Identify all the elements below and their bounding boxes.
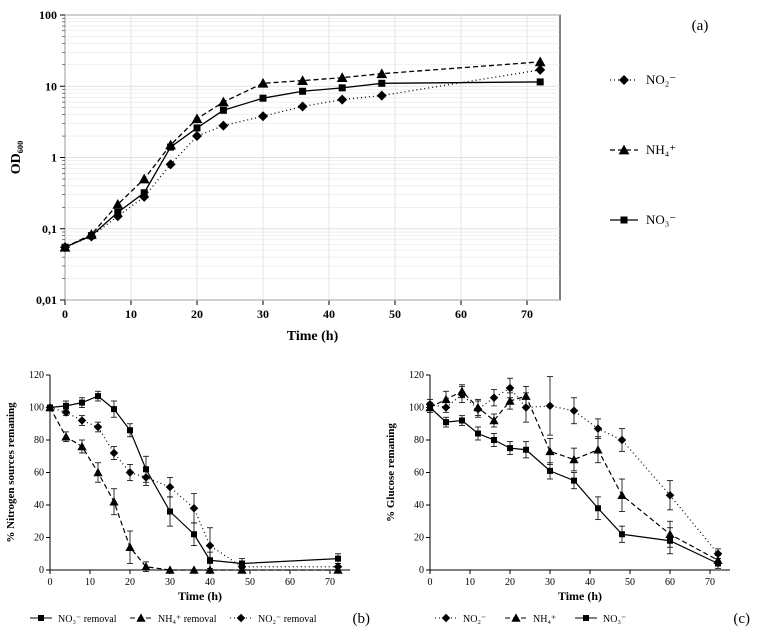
chart-c-panel: 0 10 20 30 40 50 60 70 0 20 40 60 80 100 120 % Glucose…: [380, 360, 759, 629]
svg-text:NH₄⁺: NH₄⁺: [646, 142, 676, 157]
svg-text:30: 30: [545, 577, 555, 588]
svg-text:10: 10: [85, 577, 95, 588]
svg-text:30: 30: [257, 307, 269, 321]
chart-c-xlabel: Time (h): [558, 589, 602, 603]
svg-text:NH₄⁺: NH₄⁺: [533, 614, 556, 625]
svg-text:NO₂⁻: NO₂⁻: [646, 72, 676, 87]
svg-text:100: 100: [39, 8, 57, 22]
chart-b-svg: 0 10 20 30 40 50 60 70 0 20 40 60 80 100 120 % Nitroge…: [0, 360, 380, 629]
svg-text:50: 50: [245, 577, 255, 588]
svg-text:80: 80: [414, 435, 424, 446]
svg-text:1: 1: [51, 151, 57, 165]
svg-text:60: 60: [455, 307, 467, 321]
chart-a-panel: 0 10 20 30 40 50 60 70 0,01 0,1 1 10 100 OD₆₀₀ Time …: [0, 0, 759, 360]
chart-b-ylabel: % Nitrogen sources remaning: [5, 402, 17, 543]
svg-text:60: 60: [665, 577, 675, 588]
chart-a-svg: 0 10 20 30 40 50 60 70 0,01 0,1 1 10 100 OD₆₀₀ Time …: [0, 0, 759, 360]
svg-text:30: 30: [165, 577, 175, 588]
svg-text:60: 60: [285, 577, 295, 588]
svg-text:10: 10: [465, 577, 475, 588]
svg-text:0: 0: [428, 577, 433, 588]
svg-text:10: 10: [125, 307, 137, 321]
svg-text:70: 70: [521, 307, 533, 321]
svg-text:40: 40: [414, 500, 424, 511]
svg-text:120: 120: [29, 370, 44, 381]
svg-text:40: 40: [205, 577, 215, 588]
svg-text:60: 60: [34, 468, 44, 479]
svg-text:50: 50: [389, 307, 401, 321]
svg-text:NO₂⁻: NO₂⁻: [463, 614, 486, 625]
svg-text:100: 100: [409, 403, 424, 414]
chart-b-letter: (b): [353, 611, 371, 627]
svg-text:70: 70: [705, 577, 715, 588]
chart-a-ylabel: OD₆₀₀: [9, 141, 24, 175]
svg-text:20: 20: [34, 533, 44, 544]
svg-text:20: 20: [125, 577, 135, 588]
svg-text:40: 40: [585, 577, 595, 588]
svg-text:120: 120: [409, 370, 424, 381]
chart-c-ylabel: % Glucose remaning: [385, 423, 397, 522]
svg-text:NO₂⁻ removal: NO₂⁻ removal: [258, 614, 317, 625]
svg-text:NO₃⁻: NO₃⁻: [646, 212, 676, 227]
svg-text:0: 0: [39, 565, 44, 576]
chart-a-xlabel: Time (h): [287, 329, 339, 344]
chart-c-svg: 0 10 20 30 40 50 60 70 0 20 40 60 80 100 120 % Glucose…: [380, 360, 759, 629]
svg-text:20: 20: [505, 577, 515, 588]
chart-a-letter: (a): [692, 18, 709, 34]
svg-text:40: 40: [34, 500, 44, 511]
svg-text:0: 0: [419, 565, 424, 576]
svg-text:80: 80: [34, 435, 44, 446]
svg-text:10: 10: [45, 79, 57, 93]
svg-text:20: 20: [191, 307, 203, 321]
svg-text:100: 100: [29, 403, 44, 414]
svg-text:0,1: 0,1: [42, 222, 57, 236]
svg-text:0: 0: [48, 577, 53, 588]
svg-text:NH₄⁺ removal: NH₄⁺ removal: [158, 614, 217, 625]
svg-text:20: 20: [414, 533, 424, 544]
svg-text:NO₃⁻: NO₃⁻: [603, 614, 626, 625]
svg-text:NO₃⁻ removal: NO₃⁻ removal: [58, 614, 117, 625]
svg-text:70: 70: [325, 577, 335, 588]
chart-b-panel: 0 10 20 30 40 50 60 70 0 20 40 60 80 100 120 % Nitroge…: [0, 360, 380, 629]
svg-text:40: 40: [323, 307, 335, 321]
svg-text:0: 0: [62, 307, 68, 321]
svg-text:50: 50: [625, 577, 635, 588]
svg-text:60: 60: [414, 468, 424, 479]
chart-b-xlabel: Time (h): [178, 589, 222, 603]
svg-text:0,01: 0,01: [36, 293, 57, 307]
chart-c-letter: (c): [733, 611, 750, 627]
